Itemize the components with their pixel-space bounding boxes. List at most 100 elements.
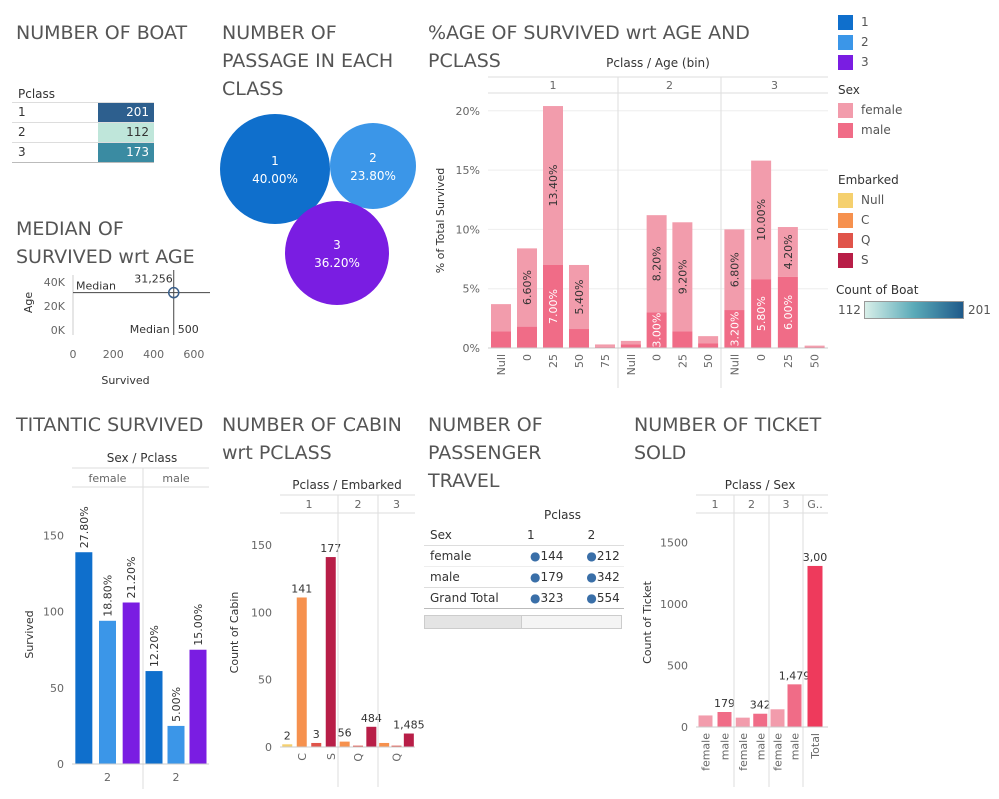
legend-label: S xyxy=(861,253,869,267)
legend-item[interactable]: 1 xyxy=(838,12,869,32)
median-point xyxy=(167,286,180,299)
y-tick-label: 150 xyxy=(43,529,64,542)
legend-swatch xyxy=(838,122,853,138)
bubble-value-label: 23.80% xyxy=(350,169,396,183)
legend-item[interactable]: 3 xyxy=(838,52,869,72)
median-value-x: 500 xyxy=(178,323,199,336)
boat-table-header: Pclass xyxy=(18,87,56,101)
count-legend-max: 201 xyxy=(968,303,991,317)
median-title: MEDIAN OF SURVIVED wrt AGE xyxy=(16,218,195,268)
legend-swatch xyxy=(838,232,853,248)
bar-female xyxy=(595,344,615,347)
bar-Null xyxy=(282,744,293,747)
y-tick-label: 20K xyxy=(44,300,66,313)
y-tick-label: 15% xyxy=(456,164,480,177)
x-tick-label: 50 xyxy=(702,354,715,368)
bar-male xyxy=(569,329,589,348)
bar-male xyxy=(698,343,719,348)
group-header-label: 1 xyxy=(306,498,313,511)
passenger-title: NUMBER OF PASSENGER TRAVEL xyxy=(428,414,543,492)
y-tick-label: 0% xyxy=(463,342,480,355)
bubble-1 xyxy=(220,114,330,224)
passenger-value: 554 xyxy=(596,591,620,605)
legend-swatch xyxy=(838,54,853,70)
bar-male xyxy=(751,279,772,348)
bar-male xyxy=(491,331,511,348)
boat-table-row: 2 112 xyxy=(12,122,154,142)
bar-male xyxy=(620,344,641,348)
x-tick-label: 0 xyxy=(651,354,664,361)
point-label: 31,256 xyxy=(134,273,173,286)
legend-label: Null xyxy=(861,193,885,207)
bar-C xyxy=(379,742,390,747)
data-label: 5.80% xyxy=(755,296,768,331)
x-tick-label: 2 xyxy=(173,771,180,784)
y-tick-label: 0K xyxy=(51,324,66,337)
dot-icon: ● xyxy=(586,591,597,605)
x-tick-label: 400 xyxy=(143,348,164,361)
passenger-total-label: Grand Total xyxy=(430,591,499,605)
boat-row-label: 3 xyxy=(18,145,26,159)
bar-male xyxy=(777,276,798,348)
sex-legend-title: Sex xyxy=(838,83,860,97)
legend-item[interactable]: S xyxy=(838,250,899,270)
legend-item[interactable]: female xyxy=(838,100,902,120)
sex-legend: Sex female male xyxy=(838,80,902,140)
median-label-y: Median xyxy=(76,280,116,293)
passenger-cell: ●144 xyxy=(524,546,586,566)
legend-item[interactable]: Null xyxy=(838,190,899,210)
passenger-cell: ●212 xyxy=(586,546,624,566)
data-label: 6.00% xyxy=(782,295,795,330)
data-label: 7.00% xyxy=(547,289,560,324)
bubble-value-label: 36.20% xyxy=(314,256,360,270)
median-label-x: Median xyxy=(130,323,170,336)
x-tick-label: 25 xyxy=(547,354,560,368)
y-tick-label: 50 xyxy=(50,682,64,695)
scrollbar-thumb[interactable] xyxy=(425,616,522,628)
pclass-legend: 1 2 3 xyxy=(838,12,869,72)
x-tick-label: 50 xyxy=(573,354,586,368)
legend-item[interactable]: C xyxy=(838,210,899,230)
data-label: 8.20% xyxy=(651,246,664,281)
x-tick-label: Q xyxy=(391,753,404,762)
data-label: 6.60% xyxy=(521,270,534,305)
boat-table-row: 3 173 xyxy=(12,142,154,163)
y-tick-label: 0 xyxy=(57,758,64,771)
passenger-header-row: Sex 1 2 xyxy=(424,525,624,546)
data-label: 177 xyxy=(320,542,341,555)
passenger-cell: ●554 xyxy=(586,588,624,608)
passenger-value: 323 xyxy=(540,591,564,605)
bar-female xyxy=(770,709,785,727)
data-label: 5.00% xyxy=(170,687,183,722)
bar-S xyxy=(366,726,377,747)
x-tick-label: S xyxy=(325,753,338,760)
bar-C xyxy=(296,597,307,747)
bubble-category-label: 1 xyxy=(271,154,279,168)
legend-swatch xyxy=(838,212,853,228)
bar-female xyxy=(543,106,563,265)
x-tick-label: Total xyxy=(809,733,822,760)
data-label: 18.80% xyxy=(102,575,115,617)
panel-header: Pclass / Age (bin) xyxy=(606,56,710,70)
legend-item[interactable]: male xyxy=(838,120,902,140)
legend-item[interactable]: Q xyxy=(838,230,899,250)
dot-icon: ● xyxy=(530,591,541,605)
bar-male xyxy=(804,346,825,348)
horizontal-scrollbar[interactable] xyxy=(424,615,622,629)
legend-item[interactable]: 2 xyxy=(838,32,869,52)
x-tick-label: 0 xyxy=(755,354,768,361)
legend-swatch xyxy=(838,102,853,118)
table-row: male ●179 ●342 xyxy=(424,567,624,588)
data-label: 3 xyxy=(313,728,320,741)
bar-female xyxy=(620,340,641,345)
bar-male xyxy=(517,326,537,348)
passenger-table: Pclass Sex 1 2 female ●144 ●212 male ●17… xyxy=(424,505,624,629)
y-tick-label: 100 xyxy=(43,606,64,619)
bubble-value-label: 40.00% xyxy=(252,172,298,186)
data-label: 484 xyxy=(361,712,382,725)
bar-male xyxy=(753,713,768,727)
bubble-category-label: 2 xyxy=(369,151,377,165)
bar-female xyxy=(777,227,798,277)
passenger-row-label: female xyxy=(430,549,472,563)
panel-header: Pclass / Sex xyxy=(725,478,796,492)
